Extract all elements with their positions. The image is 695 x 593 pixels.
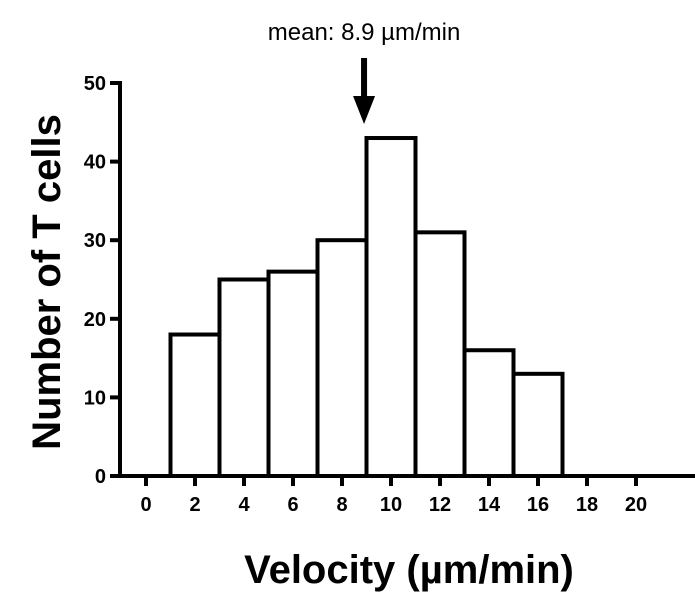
x-tick-label: 20 [625,494,647,516]
histogram-bar-7 [511,371,565,479]
x-axis-title: Velocity (µm/min) [244,548,574,592]
mean-arrow-head [353,96,376,124]
bars-group [168,136,565,479]
histogram-bar-6 [462,348,516,478]
x-tick-label: 10 [380,494,402,516]
x-tick-label: 18 [576,494,598,516]
histogram-bar-3 [315,238,369,478]
y-tick-label: 0 [95,466,106,488]
x-tick-label: 4 [238,494,250,516]
y-tick-label: 50 [84,73,106,95]
histogram-bar-1 [217,277,271,478]
histogram-bar-0 [168,332,222,478]
x-tick-label: 16 [527,494,549,516]
histogram-bar-4 [364,136,418,479]
y-tick-label: 10 [84,387,106,409]
mean-annotation-label: mean: 8.9 µm/min [268,19,461,46]
histogram-bar-2 [266,269,320,479]
y-axis: 0 10 20 30 40 50 [84,73,122,488]
x-tick-label: 12 [429,494,451,516]
x-tick-label: 14 [478,494,501,516]
down-arrow-icon [353,58,376,124]
x-tick-label: 2 [189,494,200,516]
x-tick-label: 0 [140,494,151,516]
y-tick-label: 40 [84,152,106,174]
y-tick-label: 20 [84,309,106,331]
x-tick-label: 8 [336,494,347,516]
x-axis: 0 2 4 6 8 10 12 14 16 18 20 [120,474,695,516]
histogram-bar-5 [413,230,467,478]
y-axis-title: Number of T cells [25,114,69,450]
y-tick-label: 30 [84,230,106,252]
x-tick-label: 6 [287,494,298,516]
